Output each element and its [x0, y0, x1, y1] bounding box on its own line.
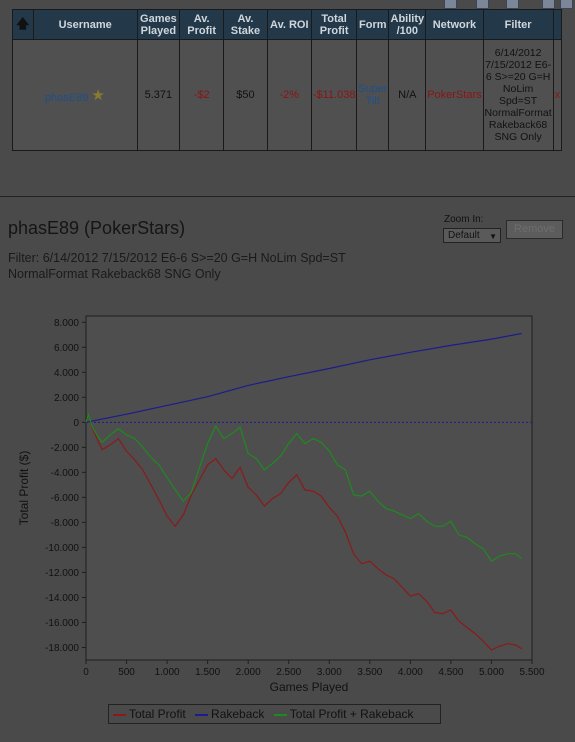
x-tick-label: 1.000	[155, 667, 180, 678]
y-axis-label: Total Profit ($)	[17, 451, 31, 526]
filter-value: 6/14/2012 7/15/2012 E6-6 S>=20 G=H NoLim…	[482, 39, 554, 151]
legend-total-plus-rakeback: Total Profit + Rakeback	[273, 705, 414, 723]
zoom-select[interactable]: Default ▼	[443, 228, 501, 243]
y-tick-label: -4.000	[51, 468, 80, 479]
series-line-rakeback	[85, 332, 522, 423]
zoom-label: Zoom In:	[444, 214, 484, 225]
y-tick-label: 2.000	[54, 393, 79, 404]
form-value: Super Tilt	[356, 39, 390, 151]
games-played-value: 5.371	[136, 39, 181, 151]
x-tick-label: 4.500	[438, 667, 463, 678]
y-tick-label: -16.000	[45, 618, 79, 629]
header-av-stake[interactable]: Av. Stake	[223, 9, 268, 40]
zoom-selected-value: Default	[448, 230, 480, 241]
print-icon[interactable]	[506, 0, 519, 9]
table-header-row: 🡅 Username Games Played Av. Profit Av. S…	[12, 9, 563, 40]
av-stake-value: $50	[223, 39, 268, 151]
y-tick-label: -14.000	[45, 593, 79, 604]
divider	[0, 196, 575, 197]
x-tick-label: 2.500	[276, 667, 301, 678]
header-form[interactable]: Form	[356, 9, 390, 40]
copy-icon[interactable]	[476, 0, 489, 9]
network-value: PokerStars	[425, 39, 484, 151]
header-games-played[interactable]: Games Played	[136, 9, 181, 40]
player-title: phasE89 (PokerStars)	[8, 218, 186, 238]
y-tick-label: -6.000	[51, 493, 80, 504]
export-icon[interactable]	[444, 0, 457, 9]
x-tick-label: 500	[118, 667, 135, 678]
y-tick-label: -8.000	[51, 518, 80, 529]
ability-value: N/A	[388, 39, 427, 151]
star-icon[interactable]: ★	[91, 87, 105, 104]
header-total-profit[interactable]: Total Profit	[310, 9, 358, 40]
legend-rakeback: Rakeback	[195, 705, 264, 723]
x-tick-label: 3.000	[317, 667, 342, 678]
header-ability[interactable]: Ability /100	[388, 9, 427, 40]
header-username[interactable]: Username	[32, 9, 138, 40]
y-tick-label: -2.000	[51, 443, 80, 454]
header-blank	[552, 9, 563, 40]
x-tick-label: 0	[83, 667, 89, 678]
sort-arrow-icon[interactable]: 🡅	[12, 9, 34, 40]
remove-row-icon[interactable]: x	[552, 39, 563, 151]
chart-legend: Total Profit Rakeback Total Profit + Rak…	[108, 704, 441, 724]
username-link[interactable]: phasE89	[44, 92, 89, 104]
series-line-total-profit-rakeback	[85, 412, 522, 563]
header-av-roi[interactable]: Av. ROI	[266, 9, 312, 40]
y-tick-label: 8.000	[54, 318, 79, 329]
chevron-down-icon: ▼	[489, 232, 497, 241]
av-roi-value: -2%	[266, 39, 312, 151]
username-cell: phasE89 ★	[12, 39, 138, 151]
profit-chart: 0 500 1.000 1.500 2.000 2.500 3.000 3.500 4.000 4…	[17, 315, 545, 694]
x-tick-label: 4.000	[398, 667, 423, 678]
y-tick-label: -12.000	[45, 568, 79, 579]
remove-button[interactable]: Remove	[506, 220, 563, 239]
header-av-profit[interactable]: Av. Profit	[178, 9, 225, 40]
header-filter[interactable]: Filter	[482, 9, 554, 40]
filter-description: Filter: 6/14/2012 7/15/2012 E6-6 S>=20 G…	[8, 251, 346, 281]
legend-total-profit: Total Profit	[113, 705, 186, 723]
series-line-total-profit	[85, 412, 522, 651]
y-tick-label: 6.000	[54, 343, 79, 354]
refresh-icon[interactable]	[542, 0, 555, 9]
x-tick-label: 5.500	[519, 667, 544, 678]
table-row: phasE89 ★ 5.371 -$2 $50 -2% -$11.038 Sup…	[12, 39, 563, 151]
x-axis-label: Games Played	[270, 680, 349, 694]
y-tick-label: -10.000	[45, 543, 79, 554]
total-profit-value: -$11.038	[310, 39, 358, 151]
x-tick-label: 1.500	[195, 667, 220, 678]
header-network[interactable]: Network	[425, 9, 484, 40]
x-tick-label: 5.000	[479, 667, 504, 678]
x-tick-label: 2.000	[236, 667, 261, 678]
plot-area	[85, 315, 533, 661]
y-tick-label: -18.000	[45, 643, 79, 654]
settings-icon[interactable]	[560, 0, 573, 9]
av-profit-value: -$2	[178, 39, 225, 151]
y-tick-label: 4.000	[54, 368, 79, 379]
player-stats-table: 🡅 Username Games Played Av. Profit Av. S…	[12, 9, 563, 151]
x-tick-label: 3.500	[357, 667, 382, 678]
y-tick-label: 0	[73, 418, 79, 429]
